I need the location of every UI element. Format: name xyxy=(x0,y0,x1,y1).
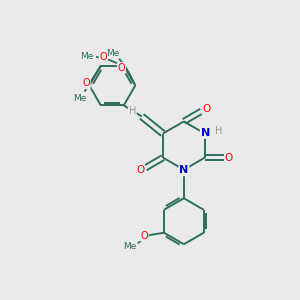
Text: O: O xyxy=(82,78,90,88)
Text: Me: Me xyxy=(106,49,119,58)
Text: O: O xyxy=(99,52,107,62)
Text: Me: Me xyxy=(81,52,94,61)
Text: H: H xyxy=(129,106,136,116)
Text: O: O xyxy=(118,63,125,73)
Text: N: N xyxy=(201,128,210,138)
Text: O: O xyxy=(202,104,211,114)
Text: N: N xyxy=(179,165,188,175)
Text: O: O xyxy=(225,153,233,163)
Text: Me: Me xyxy=(123,242,137,251)
Text: O: O xyxy=(136,165,144,175)
Text: O: O xyxy=(140,231,148,241)
Text: H: H xyxy=(215,126,223,136)
Text: Me: Me xyxy=(73,94,86,103)
